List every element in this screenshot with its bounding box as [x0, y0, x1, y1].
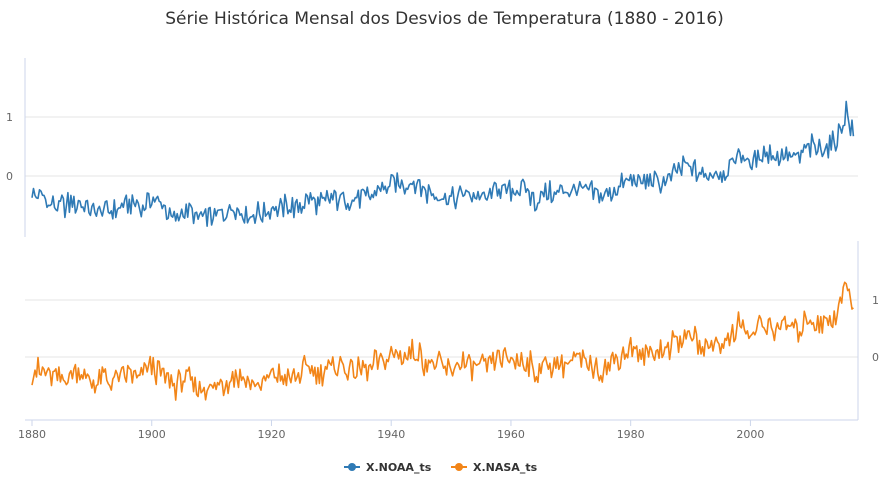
noaa-series-line[interactable]	[31, 100, 855, 227]
legend-noaa-marker	[348, 463, 356, 471]
nasa-series-line[interactable]	[31, 281, 854, 401]
x-tick-label-1940: 1940	[377, 428, 405, 441]
x-axis: 1880 1900 1920 1940 1960 1980 2000	[18, 419, 858, 441]
legend-noaa-label: X.NOAA_ts	[366, 461, 432, 474]
x-tick-label-1900: 1900	[138, 428, 166, 441]
nasa-ytick-0: 0	[872, 351, 879, 364]
x-tick-label-2000: 2000	[736, 428, 764, 441]
nasa-ytick-1: 1	[872, 294, 879, 307]
noaa-ytick-1: 1	[6, 111, 13, 124]
nasa-panel: 1 0	[25, 241, 879, 420]
legend: X.NOAA_ts X.NASA_ts	[344, 461, 538, 474]
legend-nasa-marker	[455, 463, 463, 471]
x-tick-label-1960: 1960	[497, 428, 525, 441]
legend-item-noaa[interactable]: X.NOAA_ts	[344, 461, 432, 474]
x-tick-label-1920: 1920	[257, 428, 285, 441]
chart-title: Série Histórica Mensal dos Desvios de Te…	[165, 9, 724, 29]
noaa-ytick-0: 0	[6, 170, 13, 183]
noaa-panel: 1 0	[6, 58, 858, 237]
x-tick-label-1980: 1980	[617, 428, 645, 441]
legend-nasa-label: X.NASA_ts	[473, 461, 538, 474]
x-tick-label-1880: 1880	[18, 428, 46, 441]
legend-item-nasa[interactable]: X.NASA_ts	[451, 461, 538, 474]
